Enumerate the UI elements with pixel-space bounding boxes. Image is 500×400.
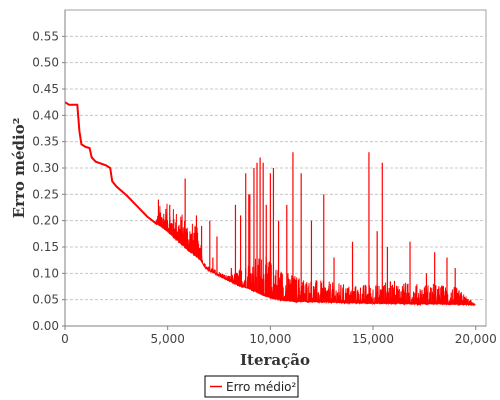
series-baseline <box>64 101 159 226</box>
y-tick-label: 0.25 <box>32 187 59 201</box>
legend-box <box>204 375 299 398</box>
x-tick-label: 5,000 <box>151 332 185 346</box>
y-tick-label: 0.00 <box>32 319 59 333</box>
x-tick-label: 15,000 <box>352 332 394 346</box>
y-tick-label: 0.35 <box>32 135 59 149</box>
x-axis-label: Iteração <box>240 351 310 369</box>
legend-label: Erro médio² <box>226 380 296 394</box>
y-tick-label: 0.45 <box>32 82 59 96</box>
series-line <box>64 101 476 307</box>
y-tick-label: 0.50 <box>32 56 59 70</box>
y-tick-label: 0.10 <box>32 266 59 280</box>
series-group <box>64 101 476 307</box>
y-tick-label: 0.20 <box>32 214 59 228</box>
y-tick-label: 0.55 <box>32 29 59 43</box>
x-tick-label: 20,000 <box>455 332 497 346</box>
x-axis-ticks: 0 5,000 10,000 15,000 20,000 <box>61 326 497 346</box>
y-tick-label: 0.15 <box>32 240 59 254</box>
y-axis-ticks: 0.00 0.05 0.10 0.15 0.20 0.25 0.30 0.35 0.40 0.45… <box>32 29 65 333</box>
x-tick-label: 10,000 <box>249 332 291 346</box>
y-tick-label: 0.05 <box>32 293 59 307</box>
legend: Erro médio² <box>204 375 299 398</box>
y-axis-label: Erro médio² <box>10 118 28 219</box>
x-tick-label: 0 <box>61 332 69 346</box>
y-tick-label: 0.30 <box>32 161 59 175</box>
y-tick-label: 0.40 <box>32 108 59 122</box>
